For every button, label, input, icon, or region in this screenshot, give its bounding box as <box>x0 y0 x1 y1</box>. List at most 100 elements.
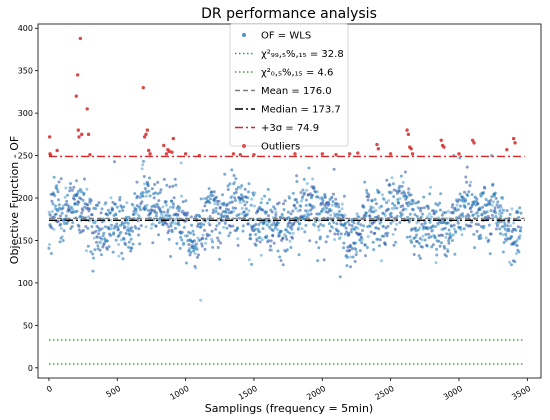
wls-point <box>173 177 177 181</box>
wls-point <box>502 224 506 228</box>
wls-point <box>265 210 268 214</box>
wls-point <box>317 225 320 229</box>
wls-point <box>323 196 327 199</box>
wls-point <box>346 220 350 224</box>
wls-point <box>222 225 226 229</box>
wls-point <box>501 250 505 254</box>
wls-point <box>398 221 402 224</box>
wls-point <box>337 205 341 209</box>
wls-point <box>297 226 301 230</box>
wls-point <box>185 234 189 238</box>
wls-point <box>115 205 119 209</box>
wls-point <box>96 244 100 248</box>
wls-point <box>418 226 422 230</box>
wls-point <box>508 260 512 264</box>
wls-point <box>503 222 507 226</box>
outlier-point <box>442 145 446 149</box>
wls-point <box>337 213 341 217</box>
wls-point <box>240 184 244 188</box>
wls-point <box>77 200 81 204</box>
wls-point <box>271 234 275 238</box>
wls-point <box>508 224 512 228</box>
wls-point <box>469 180 473 184</box>
outlier-point <box>457 152 461 156</box>
wls-point <box>466 194 470 198</box>
wls-point <box>131 229 135 233</box>
wls-point <box>298 222 302 226</box>
series-layer <box>47 36 525 365</box>
wls-point <box>484 236 488 240</box>
wls-point <box>465 180 469 184</box>
wls-point <box>144 225 148 229</box>
wls-point <box>141 194 145 198</box>
wls-point <box>467 190 471 194</box>
wls-point <box>271 229 275 232</box>
wls-point <box>216 236 220 240</box>
wls-point <box>146 184 150 188</box>
wls-point <box>66 193 69 197</box>
wls-point <box>61 206 65 210</box>
wls-point <box>519 211 523 215</box>
outlier-point <box>86 132 91 137</box>
wls-point <box>354 247 358 251</box>
wls-point <box>107 245 111 249</box>
wls-point <box>517 237 521 240</box>
wls-point <box>234 177 238 181</box>
wls-point <box>77 228 81 232</box>
wls-point <box>152 196 156 200</box>
wls-point <box>127 240 131 244</box>
wls-point <box>212 208 215 212</box>
wls-point <box>404 207 408 211</box>
wls-point <box>204 237 208 241</box>
wls-point <box>276 228 280 232</box>
wls-point <box>497 212 501 216</box>
wls-point <box>57 198 60 202</box>
wls-point <box>372 248 376 252</box>
wls-point <box>211 245 215 249</box>
wls-point <box>109 227 113 231</box>
wls-point <box>304 223 308 227</box>
wls-point <box>144 194 148 198</box>
wls-point <box>169 255 173 258</box>
wls-point <box>192 239 196 243</box>
wls-point <box>309 212 313 216</box>
wls-point <box>403 170 407 174</box>
wls-point <box>485 210 489 214</box>
outlier-point <box>142 135 147 139</box>
wls-point <box>382 234 386 238</box>
wls-point <box>438 201 442 205</box>
wls-point <box>180 238 184 242</box>
outlier-point <box>513 141 517 145</box>
wls-point <box>498 209 502 213</box>
wls-point <box>218 257 221 261</box>
wls-point <box>214 206 218 210</box>
wls-point <box>499 232 502 236</box>
wls-point <box>111 207 115 211</box>
wls-point <box>317 228 321 232</box>
wls-point <box>390 190 393 194</box>
wls-point <box>153 205 157 209</box>
wls-point <box>338 236 342 240</box>
wls-point <box>138 205 142 209</box>
wls-point <box>239 186 243 190</box>
wls-point <box>376 237 380 241</box>
wls-point <box>248 233 252 237</box>
wls-point <box>487 238 491 242</box>
wls-point <box>273 226 277 230</box>
wls-point <box>244 207 248 211</box>
wls-point <box>312 205 316 209</box>
wls-point <box>70 225 74 228</box>
wls-point <box>130 226 133 230</box>
wls-point <box>62 229 66 233</box>
wls-point <box>483 186 487 190</box>
wls-point <box>71 221 75 225</box>
wls-point <box>238 201 242 205</box>
outlier-point <box>252 153 256 157</box>
wls-point <box>290 227 294 231</box>
wls-point <box>490 195 494 199</box>
wls-point <box>129 249 133 253</box>
wls-point <box>201 236 205 240</box>
wls-point <box>186 211 189 215</box>
legend-label: χ²₀,₅%,₁₅ = 4.6 <box>261 68 333 79</box>
